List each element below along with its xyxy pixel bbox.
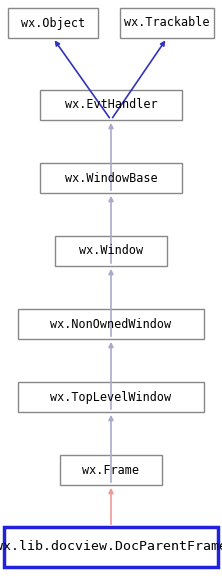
FancyBboxPatch shape	[40, 163, 182, 193]
Text: wx.NonOwnedWindow: wx.NonOwnedWindow	[50, 317, 172, 331]
Text: wx.lib.docview.DocParentFrame: wx.lib.docview.DocParentFrame	[0, 541, 222, 553]
Text: wx.Frame: wx.Frame	[83, 463, 139, 477]
FancyBboxPatch shape	[8, 8, 98, 38]
FancyBboxPatch shape	[120, 8, 214, 38]
Text: wx.EvtHandler: wx.EvtHandler	[65, 99, 157, 111]
FancyBboxPatch shape	[40, 90, 182, 120]
Text: wx.Object: wx.Object	[21, 17, 85, 29]
FancyBboxPatch shape	[60, 455, 162, 485]
FancyBboxPatch shape	[55, 236, 167, 266]
Text: wx.TopLevelWindow: wx.TopLevelWindow	[50, 391, 172, 403]
FancyBboxPatch shape	[4, 527, 218, 567]
Text: wx.Trackable: wx.Trackable	[124, 17, 210, 29]
Text: wx.Window: wx.Window	[79, 245, 143, 257]
FancyBboxPatch shape	[18, 309, 204, 339]
Text: wx.WindowBase: wx.WindowBase	[65, 171, 157, 185]
FancyBboxPatch shape	[18, 382, 204, 412]
